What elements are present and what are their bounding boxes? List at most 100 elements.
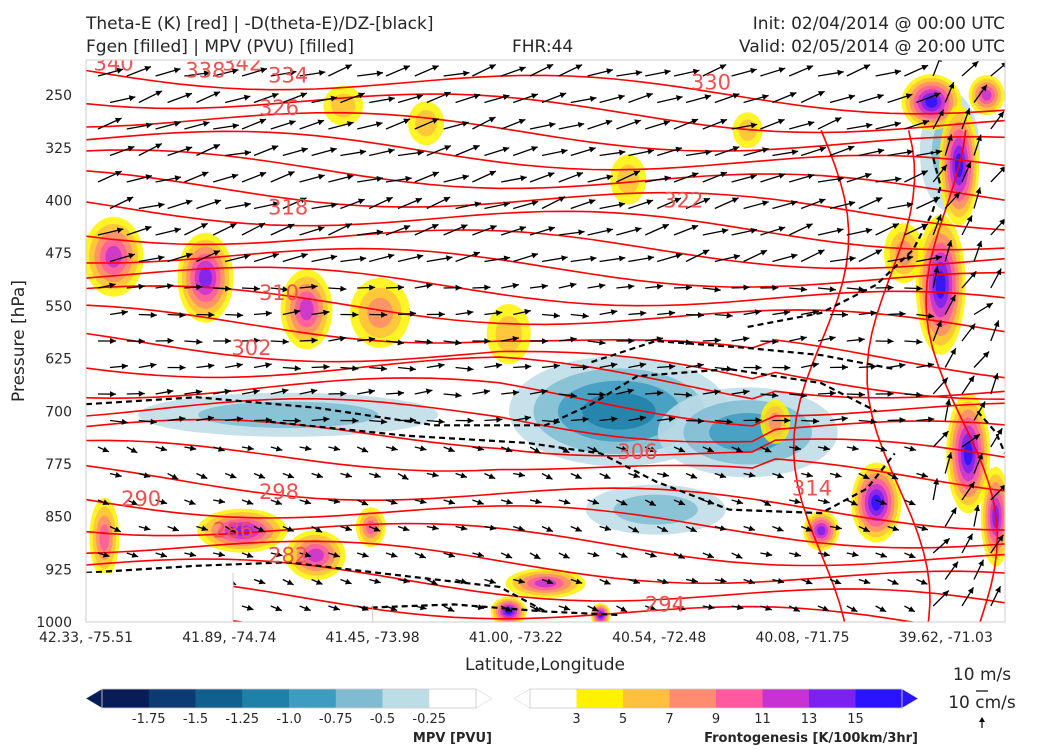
wind-vector — [328, 498, 341, 504]
colorbar-tick-label: -1.5 — [183, 712, 208, 727]
wind-vector — [299, 173, 325, 183]
wind-vector — [529, 122, 556, 130]
wind-vector — [887, 472, 899, 480]
wind-vector — [167, 199, 193, 210]
wind-vector — [299, 498, 312, 505]
wind-vector — [529, 498, 542, 505]
wind-vector — [817, 551, 830, 558]
wind-vector — [673, 224, 699, 236]
wind-vector — [570, 96, 597, 104]
mpv-region — [657, 387, 838, 478]
wind-vector — [253, 310, 272, 317]
wind-vector — [944, 507, 957, 527]
wind-vector — [656, 525, 669, 533]
wind-vector — [196, 363, 215, 369]
wind-vector — [196, 199, 222, 210]
wind-vector — [990, 268, 1002, 289]
wind-vector — [311, 202, 338, 210]
wind-vector — [760, 499, 772, 507]
wind-vector — [817, 227, 844, 236]
wind-vector — [253, 145, 279, 157]
wind-vector — [167, 525, 180, 532]
wind-vector — [731, 389, 750, 396]
wind-vector — [616, 70, 643, 77]
wind-vector — [800, 578, 813, 585]
wind-vector — [529, 605, 541, 613]
wind-vector — [616, 499, 628, 506]
theta-e-contour — [86, 149, 1005, 201]
wind-vector — [541, 418, 560, 425]
wind-vector — [97, 499, 110, 506]
wind-vector — [656, 197, 682, 210]
wind-vector — [385, 225, 411, 236]
x-tick-label: 40.54, -72.48 — [612, 630, 706, 646]
wind-vector — [109, 472, 122, 478]
fgen-region — [803, 510, 840, 551]
wind-vector — [628, 525, 640, 533]
wind-vector — [599, 362, 618, 369]
wind-vector — [829, 415, 848, 422]
wind-vector — [155, 67, 181, 77]
wind-vector — [858, 363, 877, 370]
wind-vector — [645, 336, 664, 343]
theta-e-contour-label: 282 — [268, 543, 308, 567]
wind-vector — [829, 200, 856, 210]
wind-vector — [673, 499, 686, 506]
stability-contour — [747, 151, 942, 328]
wind-vector — [558, 122, 585, 130]
wind-vector — [501, 389, 520, 396]
wind-vector — [973, 559, 985, 580]
wind-vector — [645, 390, 664, 397]
wind-vector — [512, 146, 538, 157]
wind-vector — [282, 417, 301, 424]
x-tick-label: 41.45, -73.98 — [326, 630, 420, 646]
wind-vector — [645, 283, 664, 290]
wind-vector — [414, 604, 427, 611]
colorbar-swatch — [530, 689, 577, 708]
wind-vector — [887, 525, 900, 532]
wind-vector — [829, 578, 842, 585]
wind-vector — [311, 254, 338, 263]
wind-vector — [97, 551, 110, 558]
wind-vector — [846, 227, 873, 236]
wind-vector — [529, 226, 556, 236]
wind-vector — [731, 284, 750, 291]
wind-vector — [731, 552, 743, 559]
wind-vector — [875, 446, 888, 452]
wind-vector — [357, 121, 383, 130]
wind-vector — [685, 197, 711, 210]
wind-vector — [702, 446, 715, 453]
wind-vector — [484, 310, 503, 316]
wind-vector — [944, 561, 959, 580]
wind-vector — [138, 312, 157, 318]
wind-vector — [743, 94, 769, 104]
fgen-colorbar-label: Frontogenesis [K/100km/3hr] — [704, 731, 918, 746]
wind-vector — [961, 215, 973, 236]
wind-vector — [184, 171, 209, 183]
wind-vector — [558, 336, 577, 343]
wind-vector — [702, 171, 728, 183]
wind-vector — [916, 92, 941, 104]
x-tick-label: 39.62, -71.03 — [899, 630, 993, 646]
wind-vector — [800, 146, 827, 157]
colorbar-swatch — [809, 689, 856, 708]
wind-vector — [126, 390, 145, 397]
wind-vector — [368, 525, 381, 532]
wind-vector — [961, 108, 971, 130]
stability-contour — [591, 339, 895, 371]
wind-vector — [904, 552, 916, 559]
wind-vector — [443, 339, 462, 346]
wind-vector — [270, 445, 283, 452]
wind-vector — [887, 578, 899, 585]
wind-vector — [817, 69, 844, 77]
wind-vector — [253, 362, 272, 369]
wind-vector — [760, 446, 772, 453]
wind-vector — [702, 604, 715, 610]
wind-vector — [628, 255, 655, 263]
wind-vector — [743, 471, 756, 478]
wind-vector — [685, 472, 698, 479]
terrain-block — [86, 572, 234, 622]
wind-vector — [829, 94, 856, 104]
wind-vector — [369, 96, 395, 104]
theta-e-contour-label: 326 — [259, 96, 299, 120]
